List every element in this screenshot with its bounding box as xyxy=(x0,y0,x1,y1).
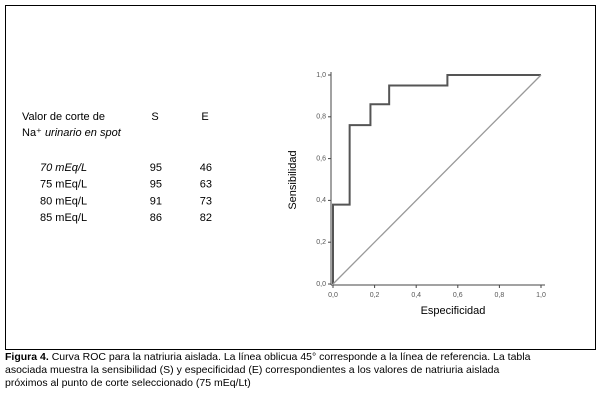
table-cell: 95 xyxy=(150,179,162,191)
plot: 0,0 0,2 0,4 0,6 0,8 1,0 0,0 0,2 0,4 0,6 0,8 1,0 xyxy=(316,72,546,299)
x-axis-label: Especificidad xyxy=(421,305,486,317)
table-cell: 86 xyxy=(150,212,162,224)
table-header: S xyxy=(151,111,158,123)
table-cell: 85 mEq/L xyxy=(40,212,87,224)
table-cell: 82 xyxy=(200,212,212,224)
x-tick-label: 0,8 xyxy=(495,292,505,299)
x-tick-label: 0,0 xyxy=(328,292,338,299)
caption-line: asociada muestra la sensibilidad (S) y e… xyxy=(5,364,499,376)
x-tick-label: 0,4 xyxy=(411,292,421,299)
table-cell: 91 xyxy=(150,195,162,207)
table-cell: 70 mEq/L xyxy=(40,162,87,174)
table-subheader-part: Na⁺ xyxy=(22,127,42,139)
caption-text: Curva ROC para la natriuria aislada. La … xyxy=(52,351,531,363)
y-tick-label: 0,4 xyxy=(316,197,326,204)
table-cell: 80 mEq/L xyxy=(40,195,87,207)
caption-label: Figura 4. xyxy=(5,351,49,363)
table-cell: 46 xyxy=(200,162,212,174)
table-cell: 95 xyxy=(150,162,162,174)
table-subheader: Na⁺ urinario en spot xyxy=(22,127,122,139)
y-tick-label: 0,0 xyxy=(316,281,326,288)
roc-line xyxy=(332,74,542,285)
y-tick-label: 0,8 xyxy=(316,114,326,121)
x-tick-label: 0,2 xyxy=(370,292,380,299)
table-header: Valor de corte de xyxy=(22,111,105,123)
table-cell: 73 xyxy=(200,195,212,207)
caption-line: Figura 4. Curva ROC para la natriuria ai… xyxy=(5,351,531,363)
y-tick-label: 1,0 xyxy=(316,72,326,79)
table-subheader-part: urinario en spot xyxy=(45,127,122,139)
x-tick-label: 0,6 xyxy=(453,292,463,299)
roc-line xyxy=(332,74,541,284)
frame xyxy=(5,5,596,350)
caption-line: próximos al punto de corte seleccionado … xyxy=(5,377,251,389)
y-axis-label: Sensibilidad xyxy=(287,150,299,209)
table-cell: 63 xyxy=(200,179,212,191)
x-tick-label: 1,0 xyxy=(536,292,546,299)
table-body: 70 mEq/L 95 46 75 mEq/L 95 63 80 mEq/L 91 73 85 m… xyxy=(40,162,212,224)
table-cell: 75 mEq/L xyxy=(40,179,87,191)
y-tick-label: 0,6 xyxy=(316,155,326,162)
y-tick-label: 0,2 xyxy=(316,239,326,246)
table-header: E xyxy=(201,111,208,123)
